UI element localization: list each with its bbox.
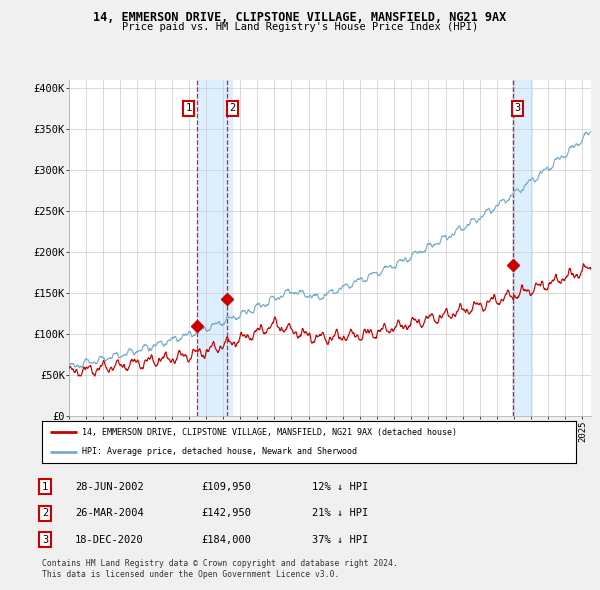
Text: 3: 3: [42, 535, 48, 545]
Text: 21% ↓ HPI: 21% ↓ HPI: [312, 509, 368, 518]
Text: 12% ↓ HPI: 12% ↓ HPI: [312, 482, 368, 491]
Text: 14, EMMERSON DRIVE, CLIPSTONE VILLAGE, MANSFIELD, NG21 9AX: 14, EMMERSON DRIVE, CLIPSTONE VILLAGE, M…: [94, 11, 506, 24]
Text: 28-JUN-2002: 28-JUN-2002: [75, 482, 144, 491]
Text: 1: 1: [42, 482, 48, 491]
Text: 1: 1: [185, 103, 192, 113]
Text: 2: 2: [42, 509, 48, 518]
Text: Price paid vs. HM Land Registry's House Price Index (HPI): Price paid vs. HM Land Registry's House …: [122, 22, 478, 32]
Text: 26-MAR-2004: 26-MAR-2004: [75, 509, 144, 518]
Bar: [197, 80, 233, 416]
Text: Contains HM Land Registry data © Crown copyright and database right 2024.: Contains HM Land Registry data © Crown c…: [42, 559, 398, 568]
Text: 18-DEC-2020: 18-DEC-2020: [75, 535, 144, 545]
Text: £109,950: £109,950: [201, 482, 251, 491]
Text: 3: 3: [514, 103, 521, 113]
Text: 37% ↓ HPI: 37% ↓ HPI: [312, 535, 368, 545]
Text: £184,000: £184,000: [201, 535, 251, 545]
Bar: [512, 80, 533, 416]
Text: This data is licensed under the Open Government Licence v3.0.: This data is licensed under the Open Gov…: [42, 571, 340, 579]
Text: £142,950: £142,950: [201, 509, 251, 518]
Text: HPI: Average price, detached house, Newark and Sherwood: HPI: Average price, detached house, Newa…: [82, 447, 357, 456]
Text: 2: 2: [229, 103, 235, 113]
Text: 14, EMMERSON DRIVE, CLIPSTONE VILLAGE, MANSFIELD, NG21 9AX (detached house): 14, EMMERSON DRIVE, CLIPSTONE VILLAGE, M…: [82, 428, 457, 437]
